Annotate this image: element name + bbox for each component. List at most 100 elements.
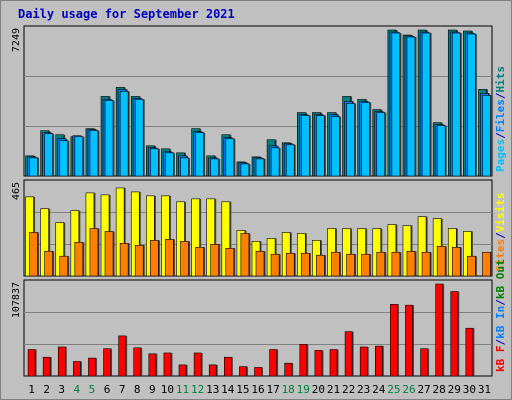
bar-sites-day-25 <box>391 251 401 277</box>
x-tick-label-day-12: 12 <box>191 383 204 396</box>
bar-kb-f-day-23 <box>359 346 368 377</box>
bar-kb-f-day-15 <box>239 366 247 377</box>
bar-kb-f-day-17 <box>269 349 277 377</box>
bar-sites-day-3 <box>59 255 69 277</box>
bar-kb-f-day-26 <box>405 304 413 377</box>
x-tick-label-day-15: 15 <box>236 383 249 396</box>
bar-kb-f-day-6 <box>103 348 111 377</box>
bar-kb-f-day-14 <box>224 356 232 377</box>
bar-kb-f-day-9 <box>148 353 157 377</box>
x-tick-label-day-6: 6 <box>104 383 111 396</box>
legend-entry: Pages <box>494 139 507 172</box>
bar-sites-day-28 <box>436 246 446 277</box>
bar-pages-day-2 <box>44 133 53 177</box>
x-tick-label-day-30: 30 <box>463 383 476 396</box>
legend-entry: Visits <box>494 193 507 233</box>
bar-sites-day-2 <box>44 250 53 277</box>
bar-pages-day-4 <box>74 136 84 177</box>
bar-kb-f-day-29 <box>450 291 459 377</box>
bar-pages-day-10 <box>165 152 174 177</box>
bar-sites-day-16 <box>255 250 265 277</box>
x-tick-label-day-3: 3 <box>58 383 65 396</box>
bar-pages-day-31 <box>482 95 491 177</box>
panel-3-legend: kB F/kB In/kB Out <box>494 259 507 372</box>
x-tick-label-day-31: 31 <box>478 383 491 396</box>
x-tick-label-day-22: 22 <box>342 383 355 396</box>
bar-kb-f-day-5 <box>88 357 96 377</box>
bar-sites-day-23 <box>361 253 370 277</box>
bar-kb-f-day-2 <box>42 356 51 377</box>
bar-pages-day-21 <box>331 116 340 177</box>
x-tick-label-day-21: 21 <box>327 383 340 396</box>
bar-pages-day-15 <box>240 163 250 177</box>
bar-sites-day-6 <box>104 231 114 277</box>
x-tick-label-day-17: 17 <box>266 383 279 396</box>
bar-sites-day-27 <box>421 251 431 277</box>
bar-pages-day-19 <box>300 115 310 177</box>
bar-sites-day-11 <box>180 241 189 277</box>
bar-sites-day-18 <box>285 252 295 277</box>
x-tick-label-day-9: 9 <box>149 383 156 396</box>
bar-pages-day-8 <box>134 99 144 177</box>
bar-pages-day-18 <box>285 144 295 177</box>
bar-sites-day-5 <box>89 228 99 277</box>
bar-pages-day-16 <box>255 158 265 177</box>
bar-pages-day-7 <box>119 91 129 177</box>
x-tick-label-day-28: 28 <box>433 383 446 396</box>
x-tick-label-day-16: 16 <box>251 383 264 396</box>
bar-sites-day-20 <box>316 254 325 277</box>
x-tick-label-day-1: 1 <box>28 383 35 396</box>
bar-pages-day-3 <box>59 140 69 177</box>
bar-sites-day-26 <box>406 250 416 277</box>
bar-kb-f-day-1 <box>27 349 36 377</box>
bar-kb-f-day-22 <box>344 331 353 377</box>
bar-pages-day-26 <box>406 36 416 177</box>
x-tick-label-day-27: 27 <box>417 383 430 396</box>
x-tick-label-day-23: 23 <box>357 383 370 396</box>
bar-kb-f-day-7 <box>118 335 126 377</box>
bar-pages-day-17 <box>270 147 280 177</box>
bar-sites-day-13 <box>210 244 220 277</box>
bar-sites-day-29 <box>451 247 461 277</box>
x-tick-label-day-25: 25 <box>387 383 400 396</box>
bar-kb-f-day-20 <box>314 350 323 377</box>
bar-pages-day-12 <box>195 132 204 177</box>
bar-kb-f-day-4 <box>73 361 81 377</box>
legend-entry: / <box>494 132 507 139</box>
bar-pages-day-30 <box>467 33 476 177</box>
bar-sites-day-24 <box>376 251 386 277</box>
bar-pages-day-13 <box>210 158 220 177</box>
bar-sites-day-15 <box>240 233 250 277</box>
x-tick-label-day-20: 20 <box>312 383 325 396</box>
bar-sites-day-14 <box>225 248 235 277</box>
legend-entry: / <box>494 232 507 239</box>
bar-sites-day-31 <box>482 251 491 277</box>
x-tick-label-day-26: 26 <box>402 383 415 396</box>
bar-pages-day-5 <box>89 130 99 177</box>
bar-kb-f-day-27 <box>420 348 428 377</box>
x-tick-label-day-4: 4 <box>74 383 81 396</box>
panel-2-legend: Sites/Visits <box>494 193 507 273</box>
panel-1-ymax-label: 7249 <box>11 28 22 52</box>
bar-kb-f-day-11 <box>178 364 187 377</box>
x-tick-label-day-13: 13 <box>206 383 219 396</box>
legend-entry: Sites <box>494 239 507 272</box>
legend-entry: kB In <box>494 306 507 339</box>
bar-pages-day-14 <box>225 138 235 177</box>
x-tick-label-day-5: 5 <box>89 383 96 396</box>
bar-kb-f-day-19 <box>299 344 308 377</box>
bar-sites-day-22 <box>346 253 355 277</box>
bar-sites-day-7 <box>119 243 129 277</box>
legend-entry: kB F <box>494 346 507 373</box>
bar-sites-day-1 <box>29 232 38 277</box>
panel-3-ymax-label: 107837 <box>11 282 22 318</box>
x-tick-label-day-29: 29 <box>448 383 461 396</box>
bar-pages-day-29 <box>451 32 461 177</box>
bar-kb-f-day-21 <box>329 349 338 377</box>
bar-pages-day-28 <box>436 125 446 177</box>
bar-sites-day-4 <box>74 242 84 277</box>
x-tick-label-day-24: 24 <box>372 383 386 396</box>
bar-sites-day-8 <box>134 245 144 277</box>
panel-3-plot <box>23 279 493 377</box>
